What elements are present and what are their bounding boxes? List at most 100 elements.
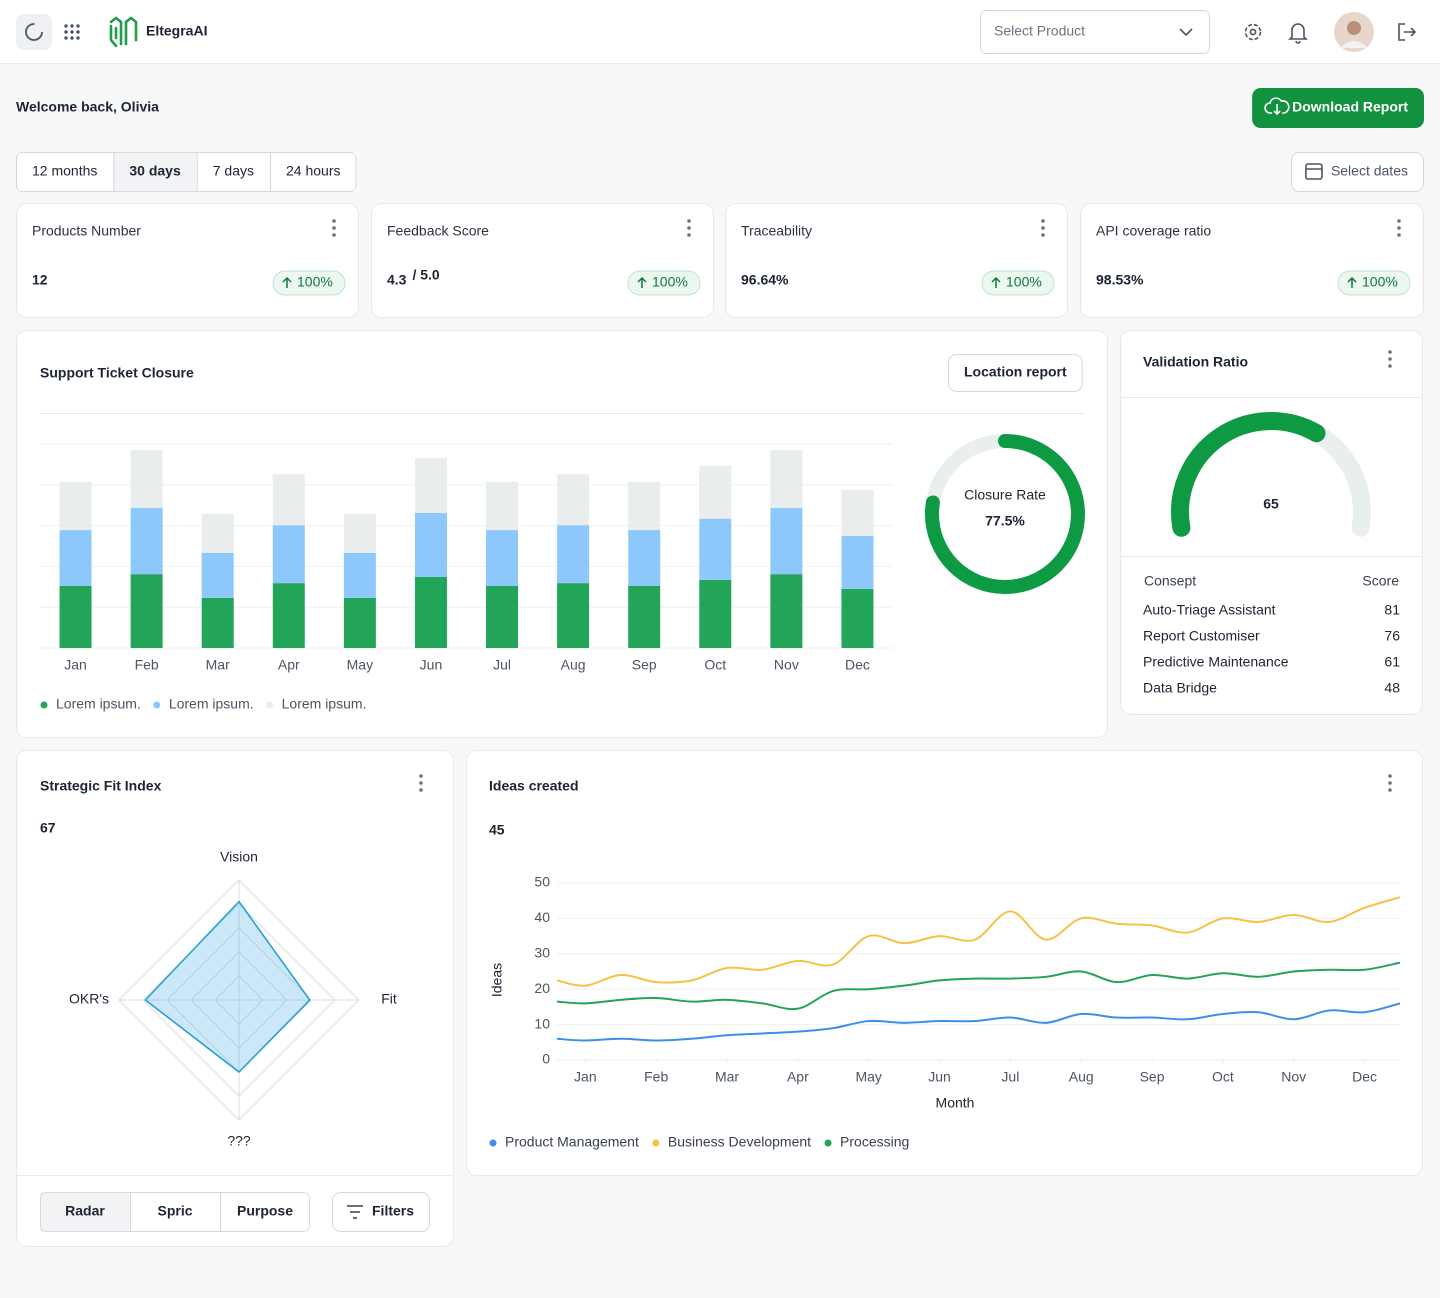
more-menu[interactable] bbox=[687, 219, 691, 237]
x-tick-label: Jun bbox=[928, 1069, 951, 1085]
y-tick-label: 40 bbox=[534, 909, 550, 925]
y-tick-label: 20 bbox=[534, 980, 550, 996]
card-title: Strategic Fit Index bbox=[40, 778, 162, 794]
range-tab-bg bbox=[16, 152, 113, 192]
menu-dot bbox=[1041, 233, 1045, 237]
up-arrow bbox=[282, 276, 292, 288]
home-button[interactable] bbox=[16, 14, 52, 50]
legend-label: Lorem ipsum. bbox=[282, 696, 367, 712]
more-menu[interactable] bbox=[1388, 350, 1392, 368]
more-menu[interactable] bbox=[1397, 219, 1401, 237]
brand: EltegraAI bbox=[146, 23, 207, 39]
radar-axis-label: ??? bbox=[227, 1133, 251, 1149]
radar-tab[interactable]: Spric bbox=[130, 1192, 220, 1232]
x-tick-label: Aug bbox=[561, 657, 586, 673]
headline-value: 67 bbox=[40, 820, 56, 836]
range-tab[interactable]: 7 days bbox=[197, 152, 270, 192]
apps-dot bbox=[76, 30, 80, 34]
more-menu[interactable] bbox=[332, 219, 336, 237]
y-axis-label: Ideas bbox=[489, 963, 505, 997]
bar-segment bbox=[59, 530, 92, 586]
y-tick-label: 0 bbox=[542, 1051, 550, 1067]
x-tick-label: Nov bbox=[1281, 1069, 1306, 1085]
bar-segment bbox=[130, 574, 163, 648]
radar-tab[interactable]: Purpose bbox=[220, 1192, 310, 1232]
legend-swatch bbox=[40, 701, 48, 709]
table-cell: Data Bridge bbox=[1143, 680, 1217, 696]
logout-button[interactable] bbox=[1398, 23, 1417, 41]
download-report-button[interactable]: Download Report bbox=[1252, 88, 1424, 128]
avatar[interactable] bbox=[1334, 12, 1374, 52]
bar-segment bbox=[201, 552, 234, 598]
kpi-label: Products Number bbox=[32, 223, 141, 239]
apps-dot bbox=[70, 36, 74, 40]
x-tick-label: Jun bbox=[420, 657, 443, 673]
change-value: 100% bbox=[297, 274, 333, 290]
more-menu[interactable] bbox=[1388, 774, 1392, 792]
menu-dot bbox=[1388, 357, 1392, 361]
legend-label: Lorem ipsum. bbox=[56, 696, 141, 712]
x-tick-label: May bbox=[347, 657, 373, 673]
apps-button[interactable] bbox=[64, 24, 80, 40]
menu-dot bbox=[1388, 774, 1392, 778]
apps-dot bbox=[76, 36, 80, 40]
bar-segment bbox=[770, 450, 803, 509]
select-dates-button[interactable]: Select dates bbox=[1290, 152, 1424, 192]
apps-dot bbox=[76, 24, 80, 28]
range-tab[interactable]: 24 hours bbox=[270, 152, 356, 192]
bar-segment bbox=[59, 585, 92, 648]
change-badge bbox=[272, 270, 346, 296]
filters-button[interactable]: Filters bbox=[332, 1192, 431, 1232]
x-tick-label: Dec bbox=[845, 657, 870, 673]
x-tick-label: Apr bbox=[278, 657, 300, 673]
card bbox=[16, 203, 359, 318]
bar-segment bbox=[628, 585, 661, 648]
range-tab-label: 24 hours bbox=[286, 163, 340, 179]
bar-segment bbox=[201, 513, 234, 553]
product-select[interactable]: Select Product bbox=[980, 10, 1210, 54]
apps-dot bbox=[64, 30, 68, 34]
menu-dot bbox=[687, 233, 691, 237]
home-button-bg bbox=[16, 14, 52, 50]
up-arrow bbox=[637, 276, 647, 288]
location-report-button[interactable]: Location report bbox=[948, 354, 1083, 392]
more-menu[interactable] bbox=[419, 774, 423, 792]
line-series bbox=[556, 961, 1401, 1011]
up-arrow bbox=[1347, 276, 1357, 288]
bar-segment bbox=[272, 525, 305, 584]
x-tick-label: Jan bbox=[574, 1069, 597, 1085]
kpi-value: 12 bbox=[32, 272, 48, 288]
card bbox=[371, 203, 714, 318]
radar-tab[interactable]: Radar bbox=[40, 1192, 130, 1232]
range-tabs-frame bbox=[16, 152, 357, 192]
change-badge bbox=[1337, 270, 1411, 296]
menu-dot bbox=[687, 226, 691, 230]
notifications-button[interactable] bbox=[1288, 23, 1308, 44]
product-select-label: Select Product bbox=[994, 23, 1085, 39]
x-tick-label: Mar bbox=[206, 657, 230, 673]
range-tab[interactable]: 30 days bbox=[113, 152, 197, 192]
avatar-face bbox=[1347, 21, 1361, 35]
change-badge bbox=[981, 270, 1055, 296]
bar-segment bbox=[628, 481, 661, 531]
calendar-icon bbox=[1305, 163, 1323, 180]
card bbox=[16, 750, 454, 1247]
gear-icon bbox=[1244, 23, 1262, 41]
apps-dot bbox=[70, 30, 74, 34]
table-header: Score bbox=[1362, 573, 1399, 589]
bar-segment bbox=[486, 481, 519, 531]
range-tab[interactable]: 12 months bbox=[16, 152, 113, 192]
more-menu[interactable] bbox=[1041, 219, 1045, 237]
range-tab-bg bbox=[270, 152, 356, 192]
menu-dot bbox=[1388, 364, 1392, 368]
legend-swatch bbox=[153, 701, 161, 709]
settings-button[interactable] bbox=[1244, 23, 1262, 41]
bar-segment bbox=[557, 474, 590, 526]
bar-segment bbox=[130, 508, 163, 575]
legend-label: Business Development bbox=[668, 1134, 811, 1150]
menu-dot bbox=[1388, 350, 1392, 354]
menu-dot bbox=[1397, 219, 1401, 223]
bar-segment bbox=[699, 465, 732, 519]
chevron bbox=[1179, 28, 1193, 37]
